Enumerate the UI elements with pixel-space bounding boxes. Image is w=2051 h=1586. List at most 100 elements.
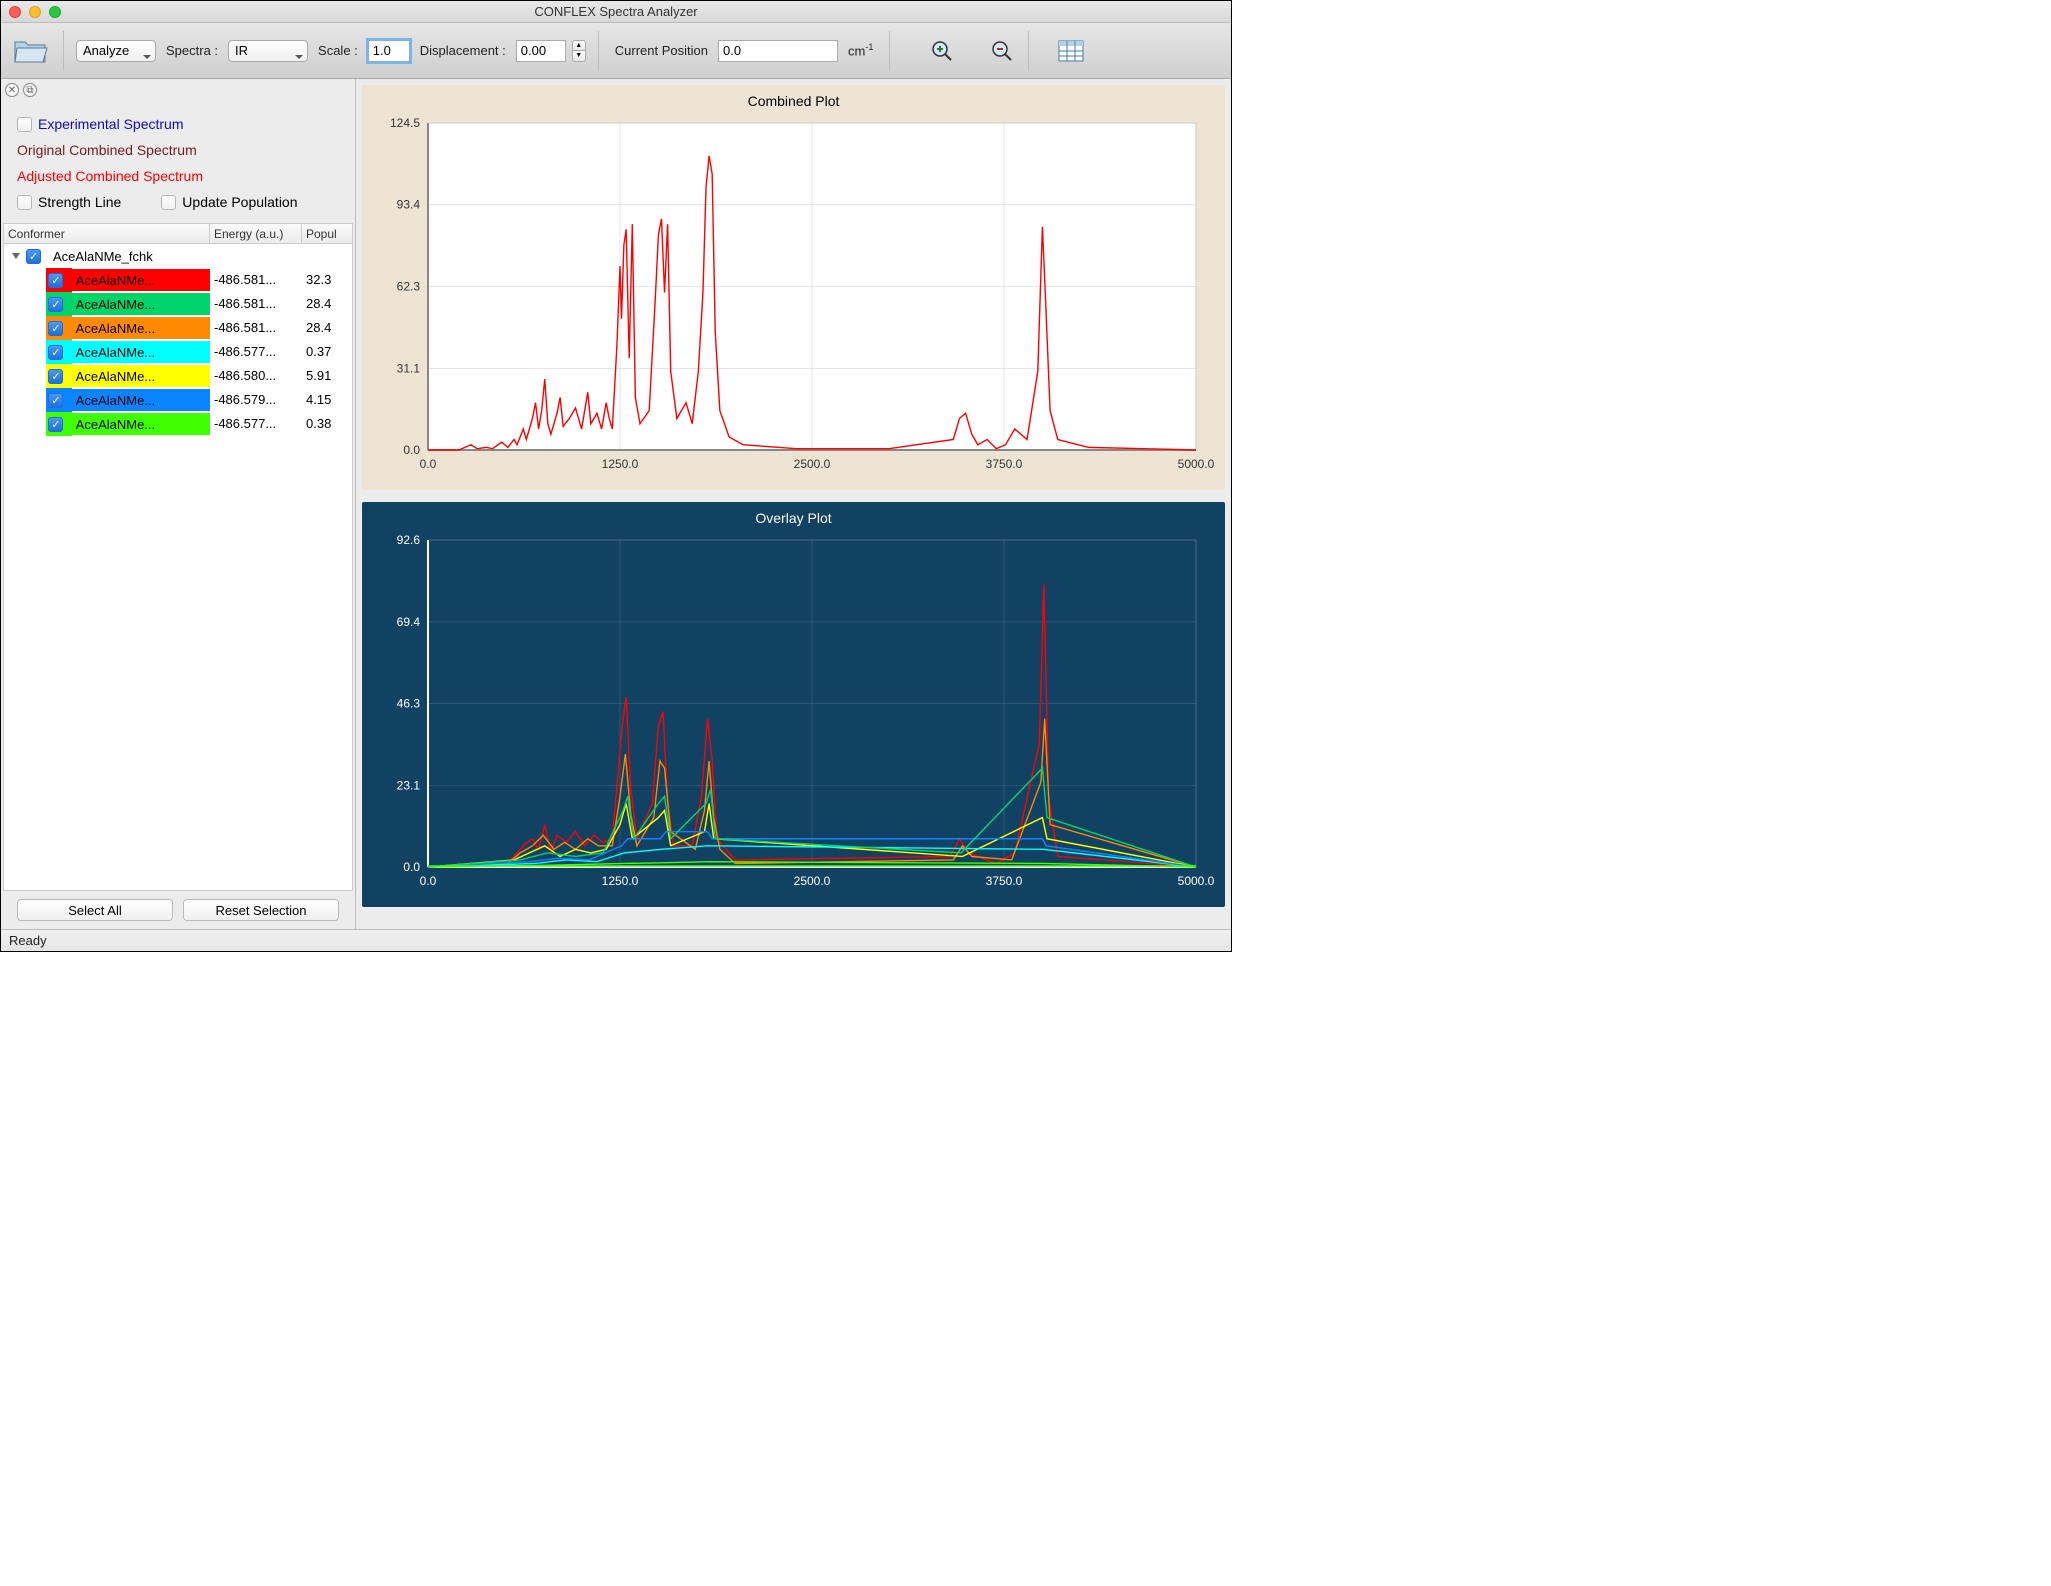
row-energy: -486.577...	[210, 412, 302, 436]
overlay-plot[interactable]: 0.01250.02500.03750.05000.00.023.146.369…	[366, 506, 1216, 901]
zoom-window-button[interactable]	[49, 6, 61, 18]
svg-text:92.6: 92.6	[397, 533, 421, 547]
position-unit: cm-1	[848, 42, 873, 58]
combined-plot-panel: Combined Plot 0.01250.02500.03750.05000.…	[362, 85, 1225, 490]
position-input[interactable]	[718, 40, 838, 62]
overlay-plot-panel: Overlay Plot 0.01250.02500.03750.05000.0…	[362, 502, 1225, 907]
zoom-in-button[interactable]	[928, 37, 956, 65]
svg-text:0.0: 0.0	[420, 874, 437, 888]
update-population-checkbox[interactable]	[161, 195, 176, 210]
row-pop: 5.91	[302, 364, 352, 388]
svg-text:0.0: 0.0	[403, 860, 420, 874]
status-text: Ready	[9, 933, 47, 948]
table-row[interactable]: ✓ AceAlaNMe... -486.580... 5.91	[4, 364, 352, 388]
row-checkbox[interactable]: ✓	[48, 321, 63, 336]
parent-label: AceAlaNMe_fchk	[53, 249, 153, 264]
toolbar-separator	[889, 31, 890, 71]
popout-panel-icon[interactable]: ⧉	[23, 83, 37, 97]
row-name: AceAlaNMe...	[72, 389, 210, 411]
svg-text:3750.0: 3750.0	[986, 457, 1023, 471]
zoom-out-button[interactable]	[988, 37, 1016, 65]
minimize-window-button[interactable]	[29, 6, 41, 18]
combined-plot[interactable]: 0.01250.02500.03750.05000.00.031.162.393…	[366, 89, 1216, 484]
row-name: AceAlaNMe...	[72, 413, 210, 435]
row-checkbox[interactable]: ✓	[48, 345, 63, 360]
svg-text:0.0: 0.0	[420, 457, 437, 471]
row-checkbox[interactable]: ✓	[48, 417, 63, 432]
experimental-checkbox[interactable]	[17, 117, 32, 132]
displacement-label: Displacement :	[420, 43, 506, 58]
strength-line-checkbox[interactable]	[17, 195, 32, 210]
toolbar: Analyze Spectra : IR Scale : Displacemen…	[1, 23, 1231, 79]
table-row[interactable]: ✓ AceAlaNMe... -486.577... 0.38	[4, 412, 352, 436]
row-name: AceAlaNMe...	[72, 365, 210, 387]
row-pop: 32.3	[302, 268, 352, 292]
table-row[interactable]: ✓ AceAlaNMe... -486.581... 28.4	[4, 292, 352, 316]
svg-text:3750.0: 3750.0	[986, 874, 1023, 888]
table-row[interactable]: ✓ AceAlaNMe... -486.577... 0.37	[4, 340, 352, 364]
table-row[interactable]: ✓ AceAlaNMe... -486.579... 4.15	[4, 388, 352, 412]
svg-text:2500.0: 2500.0	[794, 457, 831, 471]
sidebar: ✕ ⧉ Experimental Spectrum Original Combi…	[1, 79, 356, 929]
select-all-button[interactable]: Select All	[17, 899, 173, 921]
col-energy[interactable]: Energy (a.u.)	[210, 224, 302, 243]
svg-text:5000.0: 5000.0	[1178, 874, 1215, 888]
row-name: AceAlaNMe...	[72, 269, 210, 291]
toolbar-separator	[1028, 31, 1029, 71]
row-pop: 0.38	[302, 412, 352, 436]
row-energy: -486.579...	[210, 388, 302, 412]
table-row[interactable]: ✓ AceAlaNMe... -486.581... 28.4	[4, 316, 352, 340]
row-energy: -486.581...	[210, 268, 302, 292]
spectra-select[interactable]: IR	[228, 40, 308, 62]
window-title: CONFLEX Spectra Analyzer	[1, 4, 1231, 19]
position-label: Current Position	[615, 43, 708, 58]
strength-line-label: Strength Line	[38, 194, 121, 210]
row-name: AceAlaNMe...	[72, 341, 210, 363]
table-view-button[interactable]	[1057, 37, 1085, 65]
row-name: AceAlaNMe...	[72, 293, 210, 315]
svg-text:46.3: 46.3	[397, 697, 421, 711]
svg-text:1250.0: 1250.0	[602, 457, 639, 471]
disclosure-icon[interactable]	[12, 253, 20, 259]
close-window-button[interactable]	[9, 6, 21, 18]
scale-label: Scale :	[318, 43, 358, 58]
row-checkbox[interactable]: ✓	[48, 273, 63, 288]
row-pop: 0.37	[302, 340, 352, 364]
spectra-label: Spectra :	[166, 43, 218, 58]
experimental-label: Experimental Spectrum	[38, 116, 184, 132]
original-combined-label: Original Combined Spectrum	[17, 142, 197, 158]
table-row[interactable]: ✓ AceAlaNMe... -486.581... 32.3	[4, 268, 352, 292]
row-energy: -486.581...	[210, 292, 302, 316]
svg-text:1250.0: 1250.0	[602, 874, 639, 888]
traffic-lights	[9, 6, 61, 18]
svg-text:23.1: 23.1	[397, 778, 421, 792]
toolbar-separator	[63, 31, 64, 71]
toolbar-separator	[598, 31, 599, 71]
status-bar: Ready	[1, 929, 1231, 951]
parent-checkbox[interactable]: ✓	[26, 249, 41, 264]
scale-input[interactable]	[368, 40, 410, 62]
svg-text:62.3: 62.3	[397, 279, 421, 293]
row-energy: -486.577...	[210, 340, 302, 364]
displacement-input[interactable]	[516, 40, 566, 62]
svg-text:31.1: 31.1	[397, 361, 421, 375]
row-checkbox[interactable]: ✓	[48, 369, 63, 384]
col-population[interactable]: Popul	[302, 224, 352, 243]
displacement-stepper[interactable]: ▲▼	[572, 40, 586, 62]
svg-text:2500.0: 2500.0	[794, 874, 831, 888]
tree-parent-row[interactable]: ✓ AceAlaNMe_fchk	[4, 244, 352, 268]
svg-text:0.0: 0.0	[403, 443, 420, 457]
svg-text:93.4: 93.4	[397, 198, 421, 212]
sidebar-mini-toolbar: ✕ ⧉	[1, 79, 355, 101]
row-checkbox[interactable]: ✓	[48, 297, 63, 312]
col-conformer[interactable]: Conformer	[4, 224, 210, 243]
open-file-button[interactable]	[11, 31, 51, 71]
adjusted-combined-label: Adjusted Combined Spectrum	[17, 168, 203, 184]
row-pop: 4.15	[302, 388, 352, 412]
row-checkbox[interactable]: ✓	[48, 393, 63, 408]
close-panel-icon[interactable]: ✕	[5, 83, 19, 97]
reset-selection-button[interactable]: Reset Selection	[183, 899, 339, 921]
titlebar: CONFLEX Spectra Analyzer	[1, 1, 1231, 23]
analyze-select[interactable]: Analyze	[76, 40, 156, 62]
row-pop: 28.4	[302, 292, 352, 316]
